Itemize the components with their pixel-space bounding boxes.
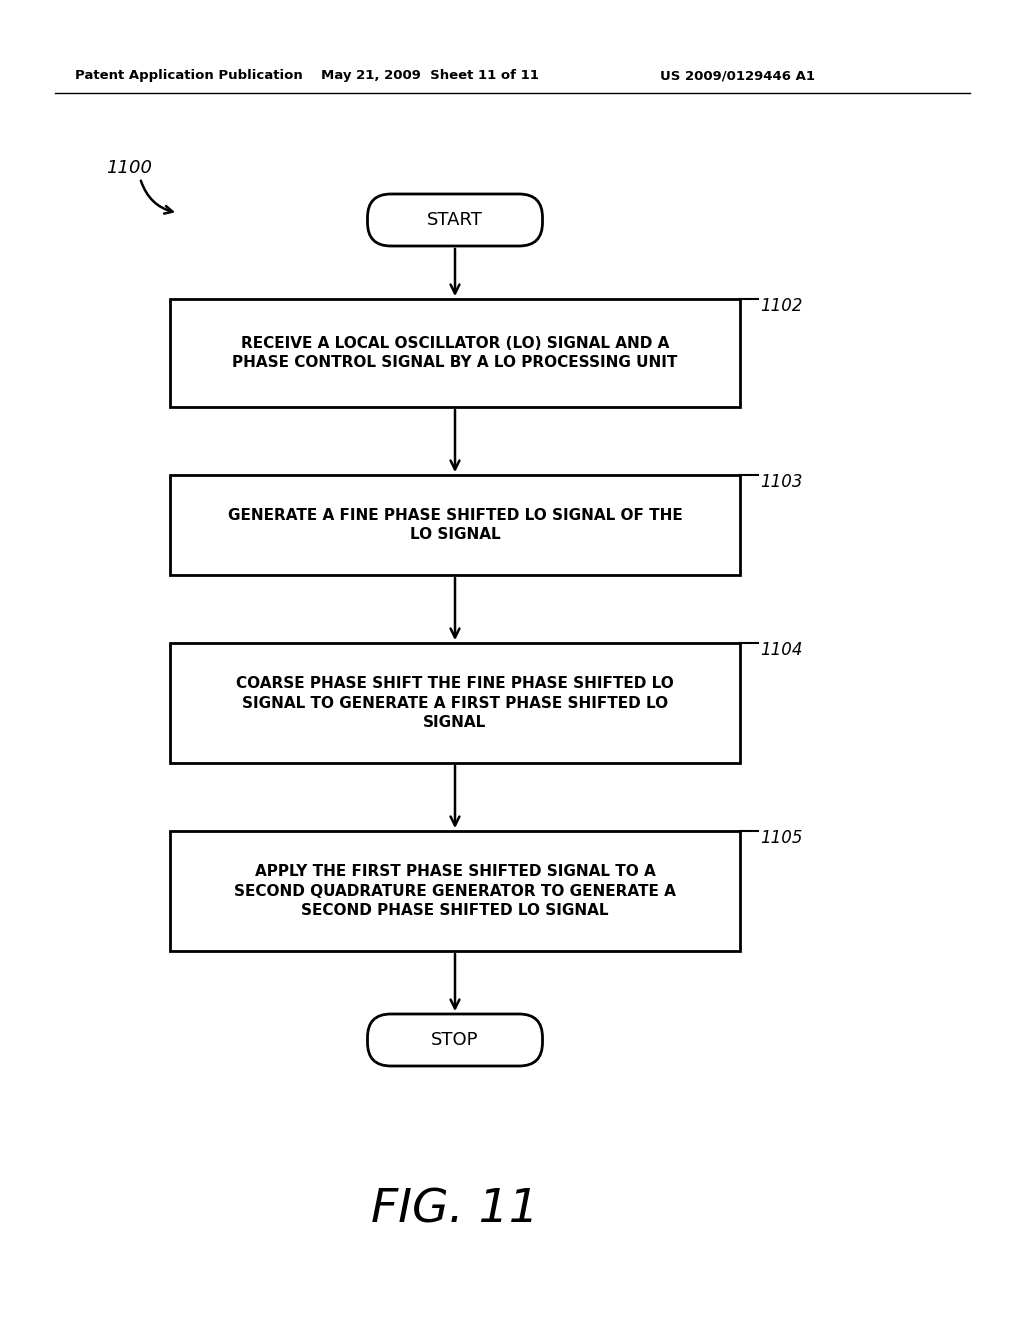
- Text: FIG. 11: FIG. 11: [371, 1188, 539, 1233]
- Text: START: START: [427, 211, 483, 228]
- Text: COARSE PHASE SHIFT THE FINE PHASE SHIFTED LO
SIGNAL TO GENERATE A FIRST PHASE SH: COARSE PHASE SHIFT THE FINE PHASE SHIFTE…: [237, 676, 674, 730]
- FancyBboxPatch shape: [170, 475, 740, 576]
- FancyBboxPatch shape: [368, 194, 543, 246]
- FancyBboxPatch shape: [170, 643, 740, 763]
- Text: RECEIVE A LOCAL OSCILLATOR (LO) SIGNAL AND A
PHASE CONTROL SIGNAL BY A LO PROCES: RECEIVE A LOCAL OSCILLATOR (LO) SIGNAL A…: [232, 335, 678, 371]
- Text: US 2009/0129446 A1: US 2009/0129446 A1: [660, 70, 815, 82]
- Text: 1104: 1104: [760, 642, 803, 659]
- Text: APPLY THE FIRST PHASE SHIFTED SIGNAL TO A
SECOND QUADRATURE GENERATOR TO GENERAT: APPLY THE FIRST PHASE SHIFTED SIGNAL TO …: [234, 863, 676, 919]
- Text: GENERATE A FINE PHASE SHIFTED LO SIGNAL OF THE
LO SIGNAL: GENERATE A FINE PHASE SHIFTED LO SIGNAL …: [227, 508, 682, 543]
- FancyBboxPatch shape: [170, 832, 740, 950]
- Text: Patent Application Publication: Patent Application Publication: [75, 70, 303, 82]
- Text: 1100: 1100: [106, 158, 152, 177]
- Text: 1103: 1103: [760, 473, 803, 491]
- Text: May 21, 2009  Sheet 11 of 11: May 21, 2009 Sheet 11 of 11: [322, 70, 539, 82]
- Text: STOP: STOP: [431, 1031, 479, 1049]
- Text: 1105: 1105: [760, 829, 803, 847]
- FancyBboxPatch shape: [368, 1014, 543, 1067]
- FancyBboxPatch shape: [170, 300, 740, 407]
- Text: 1102: 1102: [760, 297, 803, 315]
